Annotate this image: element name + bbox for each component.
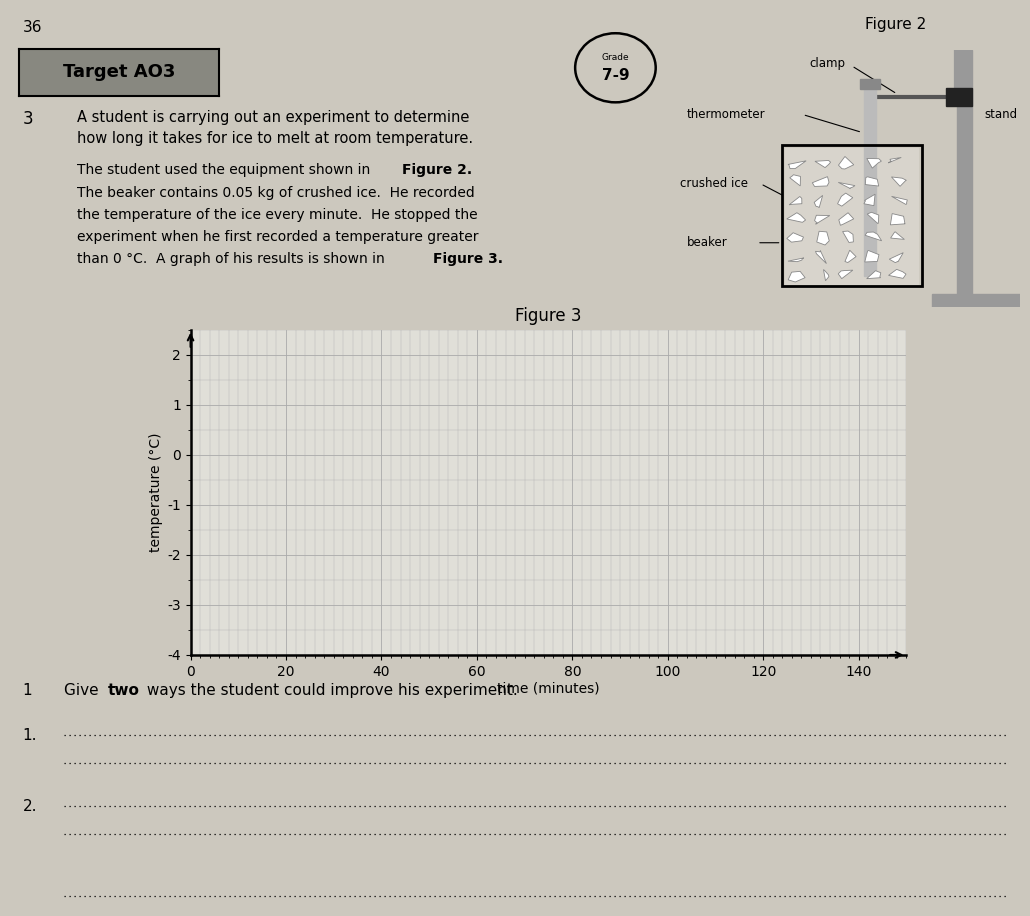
Bar (957, 50, 972, 307)
Polygon shape (787, 213, 805, 223)
Text: The student used the equipment shown in: The student used the equipment shown in (77, 163, 375, 177)
Polygon shape (865, 177, 879, 186)
Polygon shape (823, 269, 829, 280)
Polygon shape (817, 231, 829, 245)
Polygon shape (867, 158, 882, 169)
Polygon shape (816, 251, 826, 264)
Text: stand: stand (985, 108, 1018, 121)
Polygon shape (865, 232, 882, 241)
Text: 36: 36 (23, 20, 42, 35)
Polygon shape (889, 269, 906, 278)
Text: Figure 2: Figure 2 (865, 17, 927, 32)
Text: experiment when he first recorded a temperature greater: experiment when he first recorded a temp… (77, 230, 479, 244)
Title: Figure 3: Figure 3 (515, 308, 582, 325)
Polygon shape (787, 233, 803, 242)
Polygon shape (790, 175, 800, 186)
Polygon shape (890, 213, 905, 224)
Polygon shape (788, 258, 803, 262)
Polygon shape (815, 160, 830, 168)
Text: beaker: beaker (687, 236, 728, 249)
Polygon shape (837, 193, 853, 206)
Polygon shape (788, 271, 805, 282)
Polygon shape (788, 161, 806, 169)
Polygon shape (892, 196, 907, 204)
Text: The beaker contains 0.05 kg of crushed ice.  He recorded: The beaker contains 0.05 kg of crushed i… (77, 186, 475, 200)
Polygon shape (889, 253, 903, 263)
Polygon shape (843, 231, 854, 243)
Bar (947, 88, 972, 105)
Text: Figure 2.: Figure 2. (402, 163, 472, 177)
Text: 2.: 2. (23, 799, 37, 813)
Polygon shape (814, 195, 823, 208)
Text: than 0 °C.  A graph of his results is shown in: than 0 °C. A graph of his results is sho… (77, 252, 389, 266)
Polygon shape (864, 194, 876, 205)
Text: 7-9: 7-9 (602, 68, 629, 82)
Polygon shape (838, 270, 853, 278)
Text: the temperature of the ice every minute.  He stopped the: the temperature of the ice every minute.… (77, 208, 478, 222)
Polygon shape (813, 177, 829, 187)
Polygon shape (866, 271, 881, 278)
Bar (864, 83, 877, 276)
Polygon shape (789, 197, 802, 205)
Polygon shape (865, 250, 879, 262)
Text: 1: 1 (23, 683, 32, 698)
Polygon shape (867, 213, 879, 224)
Text: two: two (108, 683, 140, 698)
Polygon shape (838, 213, 854, 225)
Polygon shape (891, 177, 906, 186)
Polygon shape (838, 157, 854, 169)
Text: clamp: clamp (810, 57, 846, 70)
Text: Give: Give (64, 683, 103, 698)
Bar (932, 294, 1020, 307)
Text: 1.: 1. (23, 728, 37, 743)
Polygon shape (888, 158, 901, 163)
Text: ways the student could improve his experiment.: ways the student could improve his exper… (142, 683, 518, 698)
Text: Target AO3: Target AO3 (63, 63, 175, 82)
X-axis label: time (minutes): time (minutes) (497, 682, 599, 695)
Y-axis label: temperature (°C): temperature (°C) (149, 432, 163, 552)
Text: Figure 3.: Figure 3. (433, 252, 503, 266)
Text: how long it takes for ice to melt at room temperature.: how long it takes for ice to melt at roo… (77, 131, 474, 146)
Polygon shape (838, 182, 855, 189)
Polygon shape (815, 215, 830, 224)
Bar (860, 79, 880, 89)
Text: A student is carrying out an experiment to determine: A student is carrying out an experiment … (77, 110, 470, 125)
Text: thermometer: thermometer (687, 108, 765, 121)
Polygon shape (845, 250, 856, 263)
Polygon shape (891, 232, 904, 239)
Text: Grade: Grade (602, 53, 629, 61)
Text: crushed ice: crushed ice (680, 178, 748, 191)
Text: 3: 3 (23, 110, 33, 128)
Bar (782, 146, 922, 287)
Bar (785, 147, 918, 284)
